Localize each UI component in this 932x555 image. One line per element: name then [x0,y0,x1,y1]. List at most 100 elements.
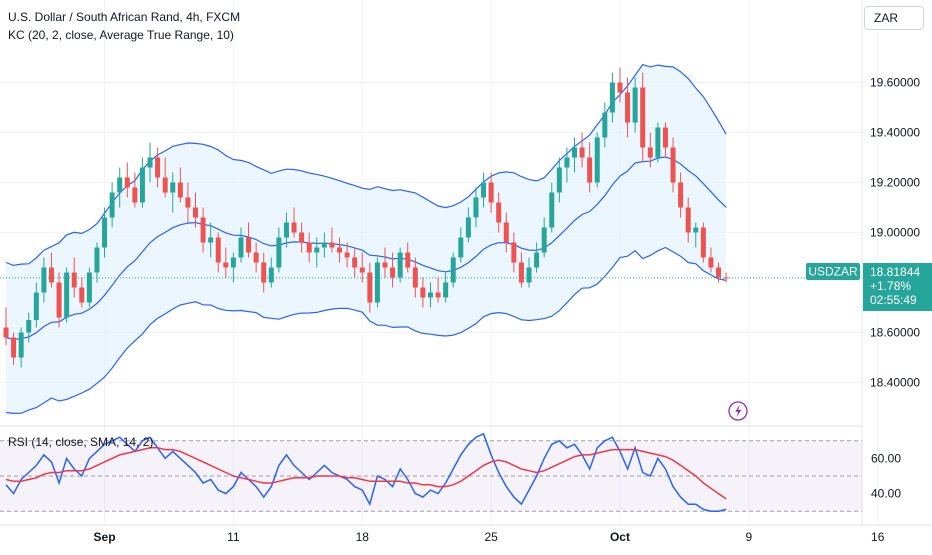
candle [170,172,176,213]
candle-body [708,257,714,268]
candle [223,247,229,278]
candle [238,227,244,263]
candle-body [700,227,706,258]
candle-body [155,157,161,178]
candle [526,257,532,288]
rsi-axis[interactable]: 60.00 40.00 [871,451,901,500]
candle-body [397,252,403,278]
candle-body [94,247,100,273]
candle [64,267,70,323]
rsi-pane [0,432,862,512]
candle-body [655,127,661,158]
candle [139,157,145,208]
candle [685,197,691,243]
candle [579,132,585,168]
candle-body [625,92,631,123]
candle-body [374,262,380,303]
candle-body [299,232,305,243]
candle [18,327,24,368]
candle-body [79,287,85,303]
candle-body [329,242,335,248]
candle-body [41,267,47,293]
symbol-tag-bg [806,263,860,280]
indicator-title[interactable]: KC (20, 2, close, Average True Range, 10… [8,28,234,42]
candle [352,247,358,278]
candle [632,77,638,133]
candle-body [617,82,623,93]
price-axis[interactable]: 19.60000 19.40000 19.20000 19.00000 18.60000… [870,76,920,390]
candle [564,147,570,183]
candle [405,242,411,273]
candle-body [33,292,39,320]
candle [291,207,297,238]
candle-body [344,252,350,258]
candle [344,242,350,268]
candle-body [465,217,471,238]
candle-body [541,227,547,253]
candle-body [246,237,252,253]
candle [655,122,661,163]
candle-body [185,197,191,208]
candle-body [337,247,343,253]
symbol-tag: USDZAR [808,265,858,279]
candle-body [200,217,206,243]
alert-icon[interactable] [728,401,748,421]
candle-body [291,222,297,233]
candle [230,252,236,283]
channel-lower [5,246,727,415]
candle [299,222,305,253]
candle [41,257,47,303]
candle [481,172,487,208]
candle [185,182,191,223]
candle-body [390,267,396,278]
candle [443,272,449,303]
candle [556,157,562,203]
candle [594,132,600,188]
candle-body [435,292,441,298]
candle-body [640,87,646,148]
candle [549,182,555,233]
candle-body [412,267,418,288]
candle [693,222,699,248]
candle-body [367,272,373,303]
candle-body [109,192,115,218]
candle [503,212,509,253]
candle-body [86,272,92,303]
candle [109,182,115,228]
candle-body [139,167,145,203]
time-tick-label: Oct [610,530,630,544]
candle [124,162,130,198]
rsi-tick-label: 60.00 [871,451,901,465]
price-change: +1.78% [870,279,911,293]
candle [155,147,161,188]
candle-body [488,182,494,203]
candle-body [261,262,267,283]
candle-body [564,157,570,168]
candle [177,167,183,203]
time-tick-label: 9 [745,530,752,544]
candle-body [208,237,214,243]
candle [390,252,396,288]
candle [86,267,92,308]
candle-body [587,157,593,183]
candle-body [443,282,449,298]
candle [458,227,464,263]
time-axis[interactable]: Sep 11 18 25 Oct 9 16 [94,530,885,544]
candle [473,187,479,228]
candle-body [420,287,426,298]
candle [609,72,615,123]
currency-selector[interactable]: ZAR [864,6,924,30]
candle-body [647,147,653,158]
rsi-tick-label: 40.00 [871,487,901,501]
candle [435,277,441,303]
rsi-title[interactable]: RSI (14, close, SMA, 14, 2) [8,435,153,449]
candle [723,272,729,283]
price-tag: USDZAR 18.81844 +1.78% 02:55:49 [806,263,932,311]
candle [359,252,365,283]
symbol-title[interactable]: U.S. Dollar / South African Rand, 4h, FX… [8,10,240,24]
candle [700,222,706,263]
candle-body [503,222,509,243]
rsi-ma-line [5,447,727,500]
